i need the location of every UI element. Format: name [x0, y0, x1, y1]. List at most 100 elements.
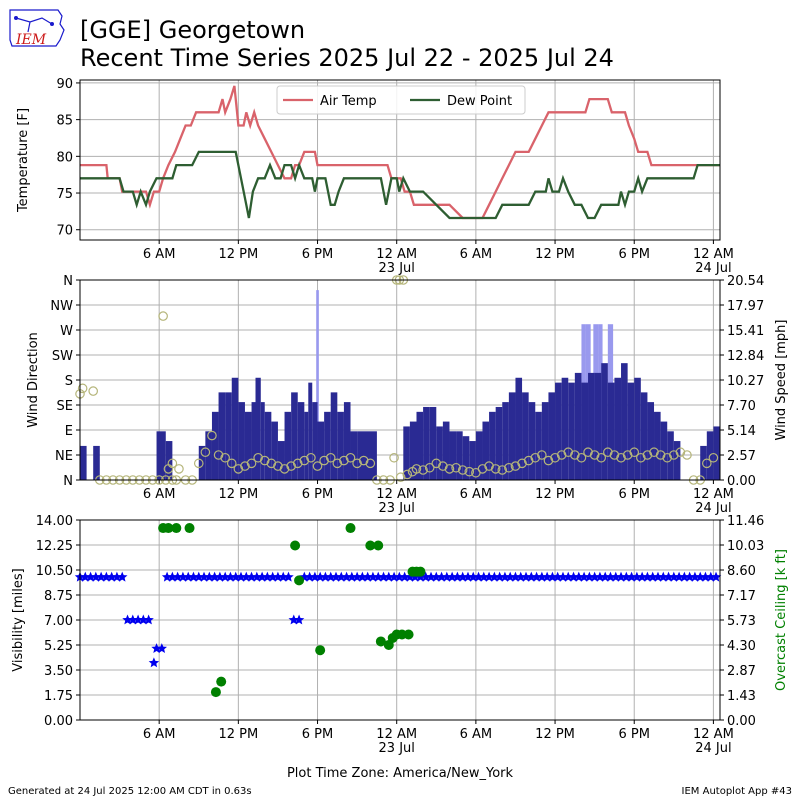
x-tick-label: 12 PM: [535, 247, 575, 262]
wind-speed-bar: [621, 363, 628, 480]
wind-direction-point: [603, 447, 613, 458]
x-tick-label: 12 PM: [535, 727, 575, 742]
wind-speed-bar: [225, 392, 232, 480]
wind-gust-bar: [316, 290, 319, 480]
visibility-star-point: [652, 571, 664, 582]
x-tick-label: 12 PM: [218, 247, 258, 262]
y-tick-label: 70: [56, 224, 73, 239]
ceiling-point: [373, 540, 384, 551]
ceiling-point: [184, 523, 195, 534]
x-tick-label: 12 AM: [693, 487, 734, 502]
wind-speed-bar: [156, 431, 166, 480]
wind-speed-bar: [218, 392, 226, 480]
ceiling-point: [210, 687, 221, 698]
visibility-star-point: [505, 571, 516, 582]
wind-direction-point: [332, 458, 343, 469]
x-tick-label: 12 AM: [376, 727, 417, 742]
wind-direction-point: [418, 465, 428, 475]
wind-direction-point: [649, 447, 659, 458]
visibility-star-point: [373, 571, 384, 582]
wind-direction-point: [556, 450, 567, 460]
x-tick-label: 6 AM: [143, 727, 176, 742]
visibility-star-point: [626, 571, 637, 582]
wind-speed-bar: [502, 402, 509, 480]
visibility-star-point: [679, 571, 690, 582]
visibility-star-point: [568, 571, 579, 582]
wind-direction-point: [279, 464, 290, 474]
ceiling-point: [403, 629, 414, 640]
x-tick-label: 6 PM: [618, 727, 649, 742]
visibility-star-point: [246, 571, 257, 582]
y2-tick-label: 5.73: [727, 614, 756, 629]
visibility-star-point: [357, 571, 368, 582]
visibility-star-point: [127, 614, 138, 625]
wind-direction-point: [517, 458, 527, 469]
ceiling-point: [345, 523, 356, 534]
wind-direction-point: [424, 462, 435, 473]
visibility-star-point: [367, 571, 379, 582]
wind-direction-point: [339, 455, 349, 466]
visibility-star-point: [425, 571, 437, 582]
wind-direction-point: [708, 452, 719, 463]
wind-direction-point: [504, 462, 514, 473]
y2-tick-label: 10.03: [727, 539, 764, 554]
x-tick-label: 24 Jul: [695, 741, 731, 756]
y2-tick-label: 4.30: [727, 639, 756, 654]
wind-speed-bar: [244, 411, 252, 480]
wind-speed-bar: [337, 411, 344, 480]
y2-axis-label: Wind Speed [mph]: [774, 320, 789, 441]
visibility-star-point: [468, 571, 479, 582]
visibility-star-point: [494, 571, 505, 582]
wind-direction-point: [609, 450, 620, 460]
wind-direction-point: [158, 311, 168, 321]
y-tick-label: N: [63, 274, 73, 289]
visibility-star-point: [235, 571, 247, 582]
visibility-star-point: [420, 571, 431, 582]
wind-speed-bar: [495, 406, 503, 480]
y-tick-label: 85: [56, 114, 73, 129]
wind-speed-bar: [462, 436, 470, 480]
wind-direction-point: [675, 447, 686, 458]
visibility-star-point: [161, 571, 173, 582]
wind-direction-point: [523, 455, 534, 466]
visibility-star-point: [557, 571, 569, 582]
y-tick-label: 3.50: [44, 664, 73, 679]
wind-direction-point: [253, 452, 263, 463]
iem-logo: IEM: [9, 9, 65, 48]
visibility-star-point: [452, 571, 463, 582]
wind-direction-point: [563, 447, 574, 458]
app-footer: IEM Autoplot App #43: [682, 786, 792, 797]
wind-speed-bar: [449, 431, 457, 480]
wind-direction-point: [286, 461, 296, 471]
ceiling-point: [290, 540, 301, 551]
visibility-star-point: [483, 571, 495, 582]
visibility-star-point: [399, 571, 410, 582]
legend-box: [276, 85, 526, 115]
x-tick-label: 24 Jul: [695, 261, 731, 276]
wind-speed-bar: [260, 402, 265, 480]
wind-direction-point: [207, 430, 217, 441]
visibility-star-point: [526, 571, 537, 582]
axes-frame: [79, 279, 721, 481]
wind-speed-bar: [581, 382, 589, 480]
visibility-star-point: [610, 571, 621, 582]
wind-speed-bar: [528, 402, 536, 480]
wind-direction-point: [273, 461, 283, 471]
visibility-star-point: [122, 614, 133, 625]
legend-label-air-temp: Air Temp: [320, 94, 377, 109]
visibility-star-point: [230, 571, 241, 582]
wind-speed-bar: [535, 411, 542, 480]
visibility-star-point: [436, 571, 447, 582]
visibility-star-point: [668, 571, 679, 582]
wind-direction-point: [655, 450, 666, 460]
y2-tick-label: 11.46: [727, 514, 764, 529]
wind-direction-point: [299, 455, 310, 466]
air-temp-line: [80, 85, 720, 220]
ceiling-point: [163, 523, 174, 534]
wind-direction-point: [88, 386, 98, 396]
visibility-star-point: [673, 571, 685, 582]
wind-direction-point: [193, 458, 204, 469]
ceiling-point: [315, 645, 326, 656]
